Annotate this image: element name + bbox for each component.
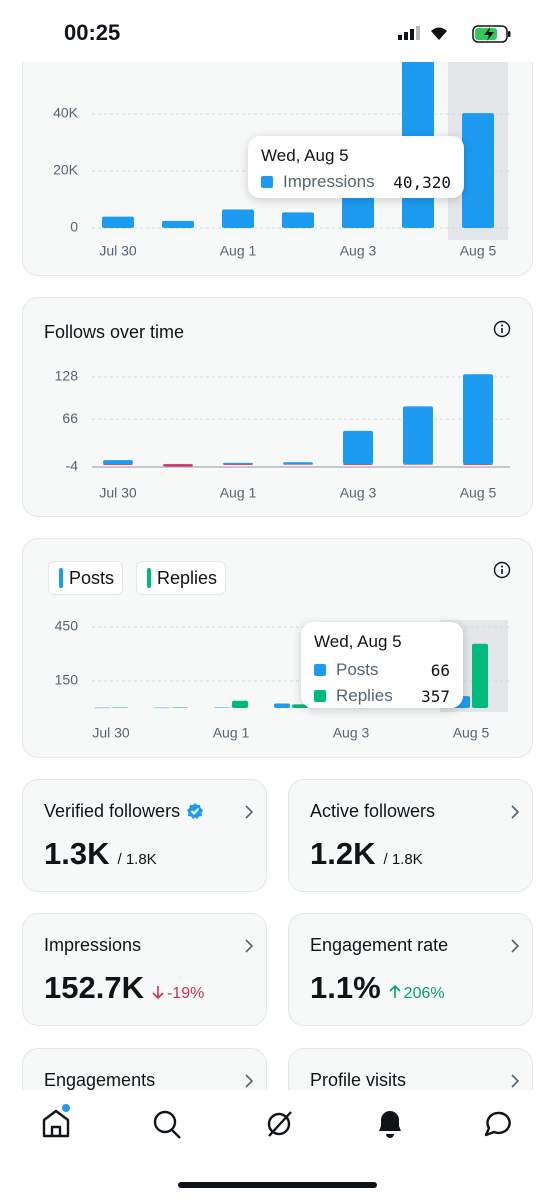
stat-change-text: -19% (166, 985, 205, 1002)
tooltip-swatch (261, 176, 273, 188)
tooltip-label: Replies (336, 686, 393, 705)
stat-value: 1.3K / 1.8K (44, 836, 157, 872)
stat-change: 206% (389, 984, 445, 1002)
chevron (511, 939, 520, 953)
legend-chip[interactable]: Replies (136, 561, 227, 595)
messages-tab[interactable] (484, 1111, 511, 1137)
chevron-path (511, 805, 520, 819)
chevron-path (245, 1074, 254, 1088)
chevron (511, 1074, 520, 1088)
chevron-path (245, 939, 254, 953)
stat-title: Active followers (310, 801, 436, 821)
tooltip-value: 40,320 (393, 172, 451, 192)
stat-total: / 1.8K (117, 851, 157, 868)
chevron (511, 805, 520, 819)
tooltip: Wed, Aug 5 Impressions 40,320 (248, 136, 464, 198)
clock: 00:25 (64, 20, 121, 45)
verified-badge (187, 803, 204, 819)
stat-card[interactable]: Active followers 1.2K / 1.8K (288, 779, 533, 892)
follows-chart-card: Follows over time (22, 297, 533, 517)
legend-chip[interactable]: Posts (48, 561, 124, 595)
tooltip-swatch (314, 690, 326, 702)
tooltip: Wed, Aug 5 Posts 66 Replies 357 (301, 622, 463, 708)
stat-title: Verified followers (44, 801, 204, 822)
tooltip-title: Wed, Aug 5 (314, 632, 402, 651)
home-tab[interactable] (42, 1109, 70, 1138)
stat-value: 1.2K / 1.8K (310, 836, 423, 872)
legend-swatch (59, 568, 63, 588)
trend-arrow-path (152, 986, 164, 1000)
stat-value: 152.7K -19% (44, 970, 204, 1006)
grok-tab[interactable] (267, 1112, 291, 1136)
stat-value: 1.1% 206% (310, 970, 445, 1006)
tooltip-swatch (314, 664, 326, 676)
chart-title: Follows over time (44, 322, 185, 342)
stat-change: -19% (152, 985, 204, 1002)
chevron (245, 805, 254, 819)
home-indicator (178, 1182, 377, 1188)
stat-number: 152.7K (44, 970, 144, 1005)
tooltip-label: Impressions (283, 172, 375, 191)
search-tab[interactable] (153, 1110, 177, 1134)
stat-number: 1.3K (44, 836, 110, 871)
chevron-path (245, 805, 254, 819)
stat-title: Engagements (44, 1070, 156, 1090)
info-icon[interactable] (493, 561, 511, 579)
stat-card[interactable]: Verified followers 1.3K / 1.8K (22, 779, 267, 892)
stat-card[interactable]: Impressions 152.7K -19% (22, 913, 267, 1026)
chevron (245, 939, 254, 953)
tooltip-title: Wed, Aug 5 (261, 146, 349, 165)
legend-label: Replies (157, 567, 218, 588)
legend-label: Posts (69, 567, 115, 588)
stat-change-text: 206% (403, 985, 445, 1002)
trend-arrow (152, 986, 164, 1000)
status-icons (398, 25, 511, 43)
status-bar: 00:25 (0, 0, 555, 62)
chevron-path (511, 1074, 520, 1088)
stat-title: Engagement rate (310, 935, 449, 955)
tooltip-value: 66 (430, 660, 450, 680)
trend-arrow-path (389, 984, 401, 998)
info-icon[interactable] (493, 320, 511, 338)
stat-total: / 1.8K (383, 851, 423, 868)
tooltip-value: 357 (421, 686, 450, 706)
stat-number: 1.1% (310, 970, 381, 1005)
stat-title: Impressions (44, 935, 142, 955)
stat-title: Profile visits (310, 1070, 407, 1090)
chevron (245, 1074, 254, 1088)
notification-dot (62, 1104, 70, 1112)
tooltip-label: Posts (336, 660, 379, 679)
tab-icons (42, 1104, 511, 1188)
badge-check (190, 807, 200, 815)
tab-bar (0, 1090, 555, 1200)
stat-number: 1.2K (310, 836, 376, 871)
notifications-tab[interactable] (379, 1111, 401, 1138)
stat-card[interactable]: Engagement rate 1.1% 206% (288, 913, 533, 1026)
trend-arrow (389, 984, 401, 998)
chevron-path (511, 939, 520, 953)
legend-swatch (147, 568, 151, 588)
